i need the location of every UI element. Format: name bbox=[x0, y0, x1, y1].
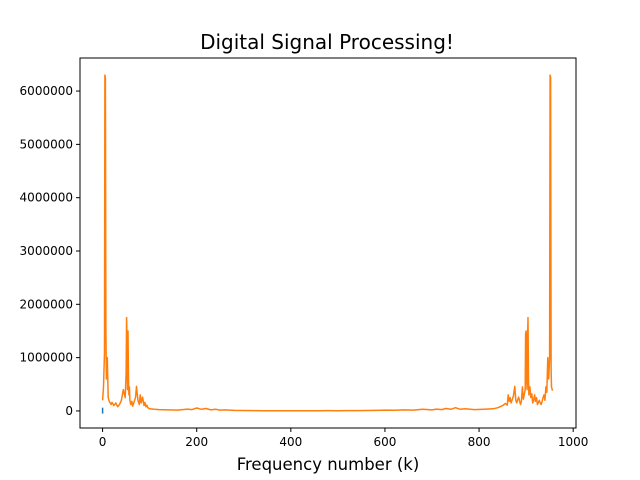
y-tick-label: 0 bbox=[65, 404, 73, 418]
y-tick-label: 3000000 bbox=[20, 244, 73, 258]
x-tick-label: 0 bbox=[99, 435, 107, 449]
axes-frame bbox=[79, 57, 577, 429]
x-axis-label: Frequency number (k) bbox=[237, 455, 420, 474]
x-tick-label: 600 bbox=[373, 435, 396, 449]
chart-title: Digital Signal Processing! bbox=[200, 30, 454, 54]
x-tick-label: 400 bbox=[279, 435, 302, 449]
x-tick-label: 1000 bbox=[558, 435, 589, 449]
y-tick-label: 6000000 bbox=[20, 84, 73, 98]
x-tick-label: 200 bbox=[185, 435, 208, 449]
x-tick-label: 800 bbox=[468, 435, 491, 449]
y-tick-label: 2000000 bbox=[20, 297, 73, 311]
series-line-2 bbox=[101, 74, 554, 412]
y-tick-label: 4000000 bbox=[20, 191, 73, 205]
series-layer bbox=[101, 74, 554, 414]
y-tick-label: 1000000 bbox=[20, 351, 73, 365]
y-tick-label: 5000000 bbox=[20, 137, 73, 151]
ticks-layer: 0 200 400 600 800 1000 0 1000000 2000000 3000000 4… bbox=[20, 84, 589, 449]
